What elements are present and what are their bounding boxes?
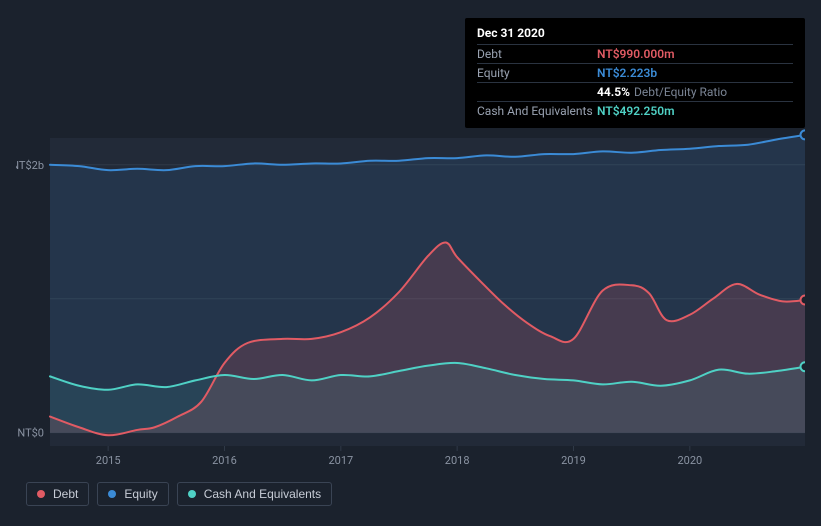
- tooltip-label: Cash And Equivalents: [477, 104, 597, 118]
- tooltip-row-cash: Cash And Equivalents NT$492.250m: [477, 101, 793, 120]
- tooltip-date: Dec 31 2020: [477, 26, 793, 40]
- svg-text:NT$2b: NT$2b: [16, 159, 44, 172]
- tooltip-row-ratio: 44.5% Debt/Equity Ratio: [477, 82, 793, 101]
- svg-text:2017: 2017: [328, 454, 353, 467]
- tooltip-row-debt: Debt NT$990.000m: [477, 44, 793, 63]
- legend-item-debt[interactable]: Debt: [26, 482, 89, 506]
- svg-text:2015: 2015: [96, 454, 121, 467]
- tooltip-label: [477, 85, 597, 99]
- legend-dot-icon: [108, 490, 116, 498]
- tooltip-label: Equity: [477, 66, 597, 80]
- chart-area[interactable]: NT$0 NT$2b 2015 2016 2017 2018 2019 2020: [16, 120, 805, 506]
- legend-label: Cash And Equivalents: [204, 487, 321, 501]
- legend-dot-icon: [37, 490, 45, 498]
- tooltip-ratio-text: Debt/Equity Ratio: [634, 85, 727, 99]
- tooltip-value-debt: NT$990.000m: [597, 47, 675, 61]
- legend-label: Equity: [124, 487, 157, 501]
- legend-item-cash[interactable]: Cash And Equivalents: [177, 482, 332, 506]
- chart-tooltip: Dec 31 2020 Debt NT$990.000m Equity NT$2…: [465, 18, 805, 128]
- svg-text:NT$0: NT$0: [17, 427, 44, 440]
- svg-text:2020: 2020: [677, 454, 702, 467]
- financial-chart: NT$0 NT$2b 2015 2016 2017 2018 2019 2020: [16, 120, 805, 506]
- tooltip-value-cash: NT$492.250m: [597, 104, 675, 118]
- tooltip-row-equity: Equity NT$2.223b: [477, 63, 793, 82]
- legend-item-equity[interactable]: Equity: [97, 482, 168, 506]
- svg-text:2018: 2018: [445, 454, 470, 467]
- svg-text:2019: 2019: [561, 454, 586, 467]
- tooltip-ratio-pct: 44.5%: [597, 85, 630, 99]
- tooltip-label: Debt: [477, 47, 597, 61]
- legend-dot-icon: [188, 490, 196, 498]
- svg-text:2016: 2016: [212, 454, 237, 467]
- tooltip-value-equity: NT$2.223b: [597, 66, 657, 80]
- legend-label: Debt: [53, 487, 78, 501]
- chart-legend: Debt Equity Cash And Equivalents: [26, 482, 332, 506]
